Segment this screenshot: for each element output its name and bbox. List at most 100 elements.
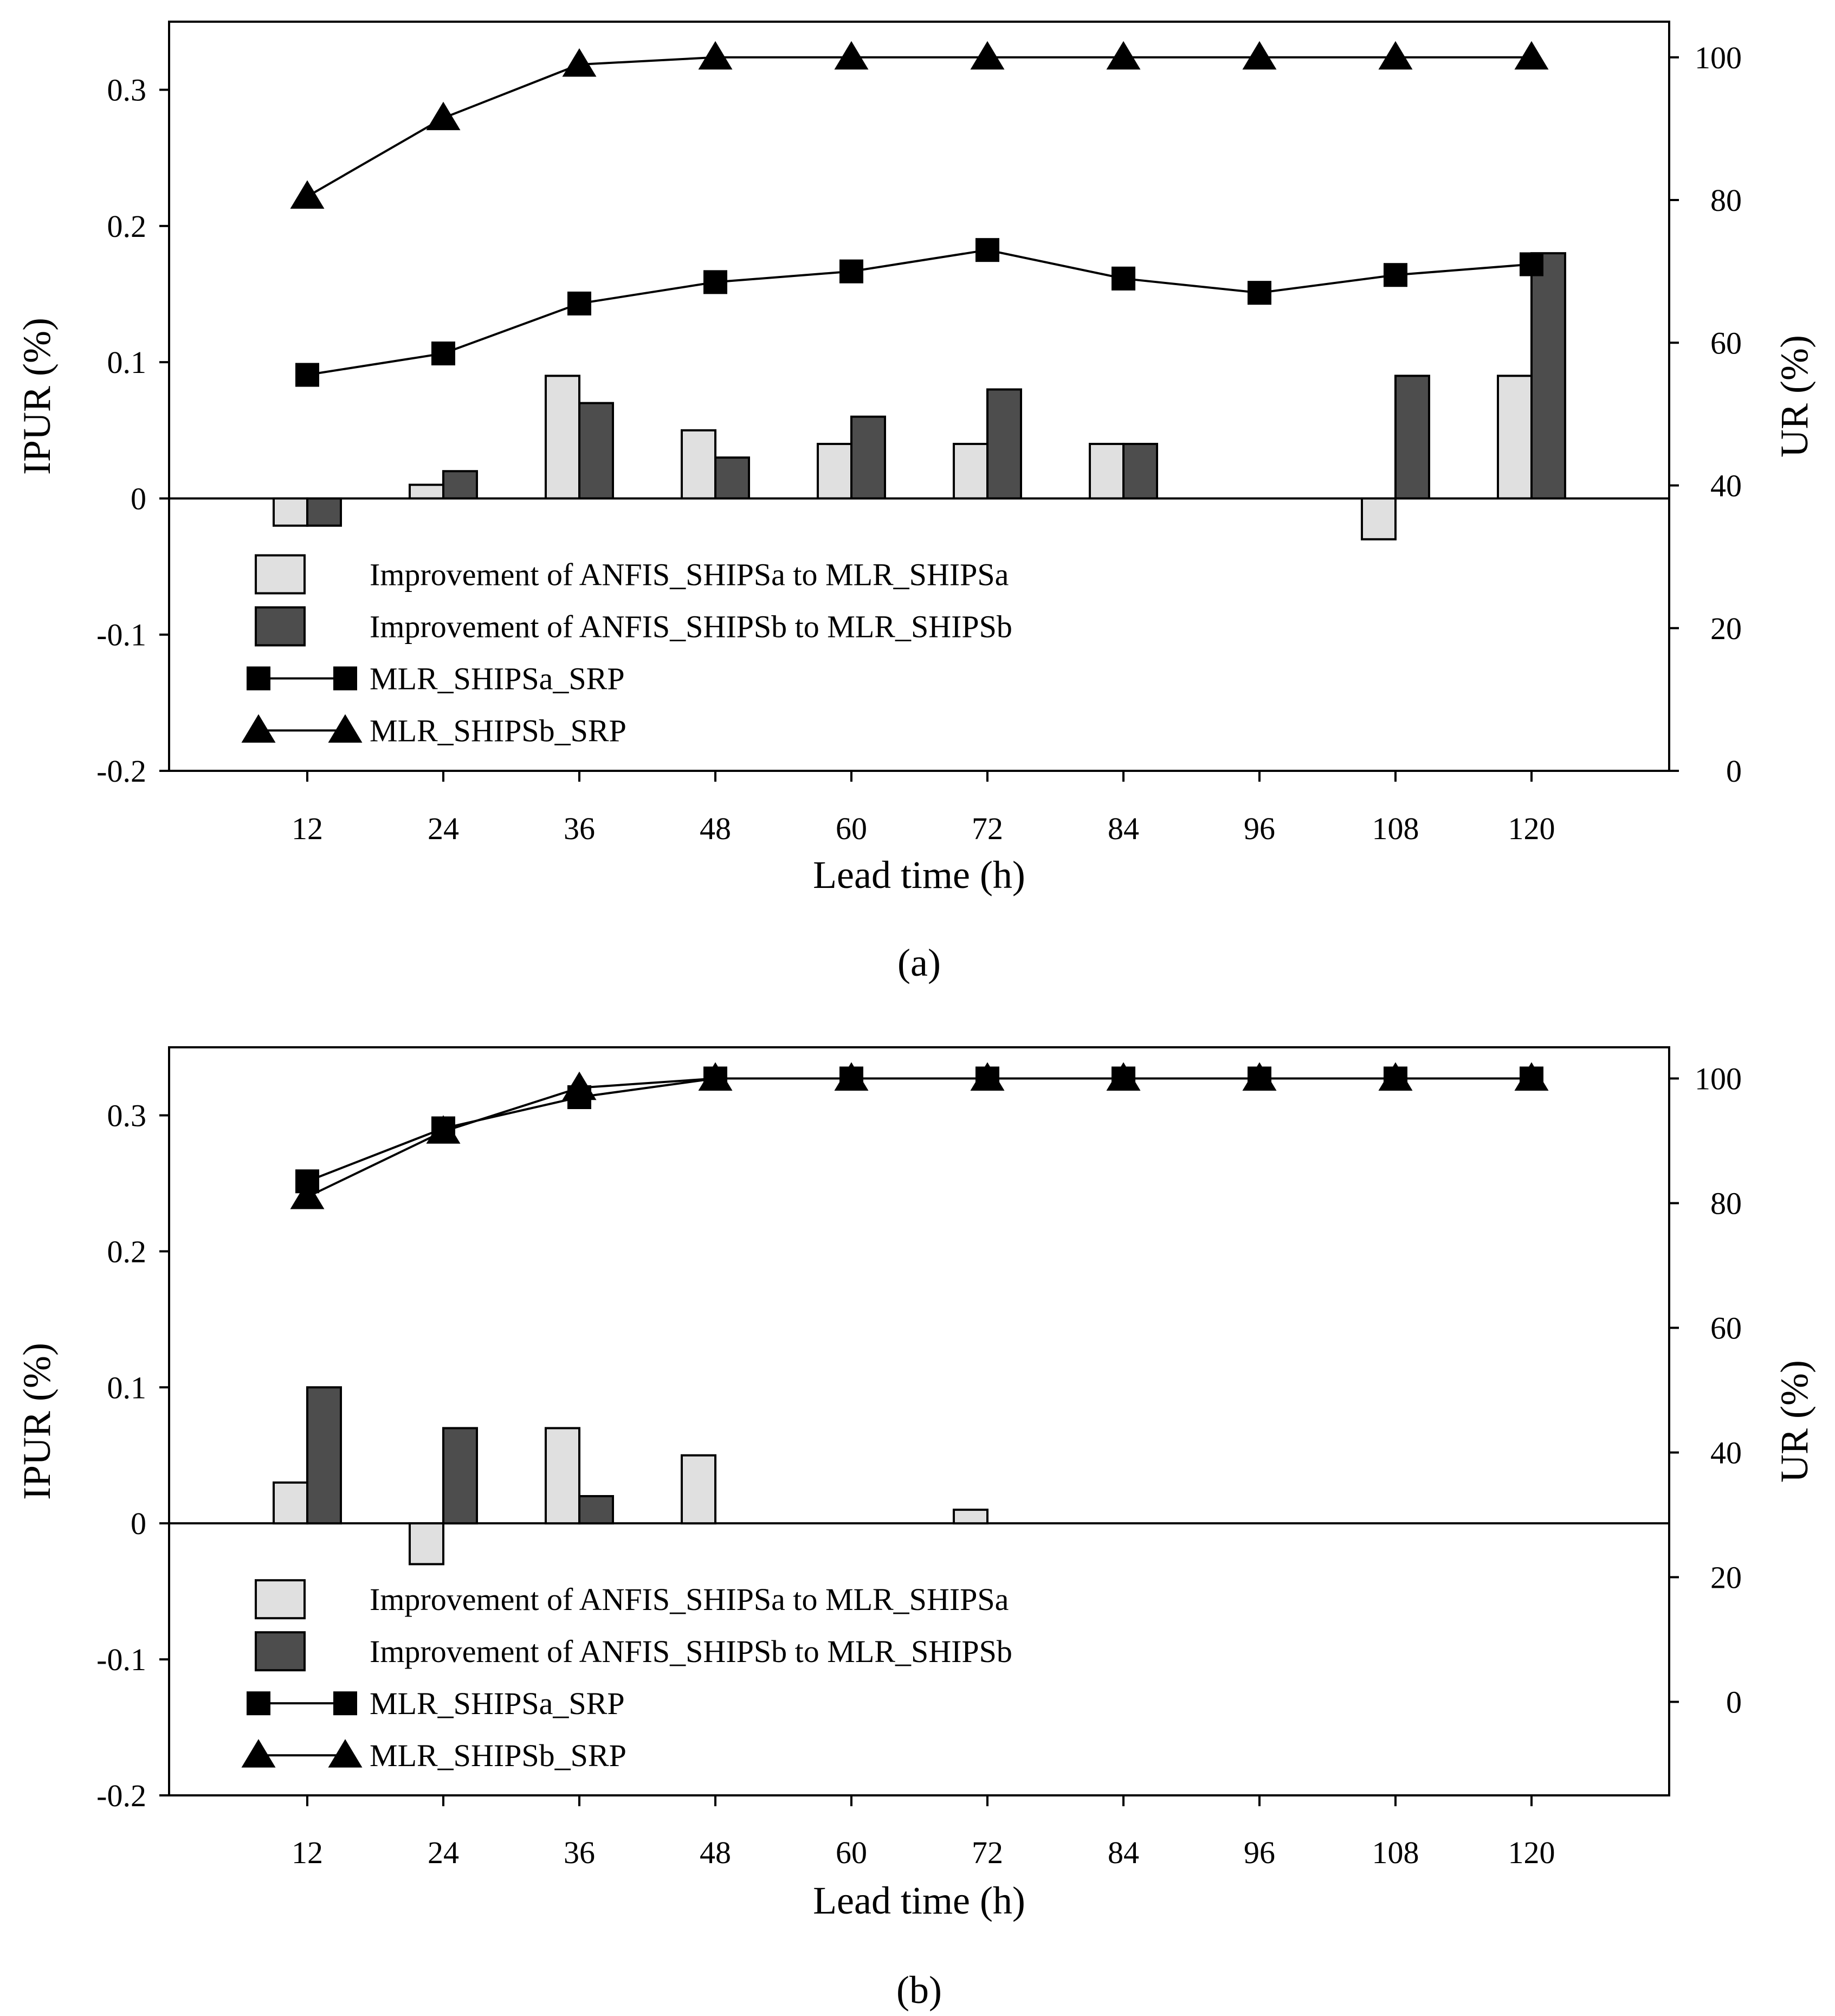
bar-shipsa-improvement: [545, 375, 580, 500]
x-axis-title: Lead time (h): [813, 1879, 1025, 1922]
x-tick-label: 96: [1244, 811, 1275, 846]
legend-swatch-shipsa-bar: [255, 554, 306, 595]
bar-shipsa-improvement: [1497, 375, 1533, 500]
marker-mlr-shipsa-srp: [567, 291, 591, 315]
x-tick-label: 12: [292, 811, 323, 846]
y-right-tick-label: 60: [1710, 1311, 1742, 1346]
marker-mlr-shipsb-srp: [290, 180, 325, 209]
marker-mlr-shipsb-srp: [426, 1115, 461, 1144]
legend: Improvement of ANFIS_SHIPSa to MLR_SHIPS…: [241, 554, 1012, 748]
legend-label-mlr-shipsb-srp: MLR_SHIPSb_SRP: [370, 713, 626, 748]
marker-mlr-shipsb-srp: [290, 1181, 325, 1209]
x-tick-label: 24: [428, 1835, 459, 1870]
x-tick-label: 60: [836, 1835, 867, 1870]
bar-shipsb-improvement: [986, 388, 1022, 500]
legend-marker-mlr-shipsb-srp: [241, 1739, 276, 1768]
marker-mlr-shipsb-srp: [698, 41, 733, 70]
bar-shipsb-improvement: [1530, 252, 1566, 500]
bar-shipsb-improvement: [1122, 442, 1158, 500]
x-tick-label: 36: [564, 811, 595, 846]
x-axis-title: Lead time (h): [813, 853, 1025, 897]
plot-frame: [168, 21, 1670, 772]
bar-shipsb-improvement: [306, 1386, 342, 1525]
y-tick-label: 0.1: [107, 345, 147, 380]
marker-mlr-shipsb-srp: [562, 1071, 597, 1100]
marker-mlr-shipsa-srp: [431, 342, 455, 366]
line-mlr-shipsb-srp: [307, 56, 1532, 198]
legend-marker-mlr-shipsa-srp: [247, 666, 270, 691]
y-tick-label: 0.2: [107, 1234, 147, 1269]
legend-label-mlr-shipsa-srp: MLR_SHIPSa_SRP: [370, 661, 625, 696]
marker-mlr-shipsb-srp: [970, 41, 1005, 70]
legend-swatch-shipsa-bar: [255, 1579, 306, 1620]
panel-caption: (b): [896, 1968, 942, 2012]
chart-panel-1: -0.2 -0.1 0 0.1 0.2 0.3 0 20 40 60 80 100 12 24 36 48 60…: [15, 1046, 1816, 2012]
legend-swatch-shipsb-bar: [255, 1631, 306, 1672]
x-tick-label: 120: [1508, 1835, 1555, 1870]
legend-label-mlr-shipsa-srp: MLR_SHIPSa_SRP: [370, 1686, 625, 1721]
y-right-tick-label: 40: [1710, 1435, 1742, 1471]
y-tick-label: -0.1: [96, 1642, 146, 1677]
marker-mlr-shipsa-srp: [703, 270, 727, 294]
bar-shipsa-improvement: [953, 1509, 988, 1525]
marker-mlr-shipsb-srp: [698, 1062, 733, 1091]
y-axis-title: IPUR (%): [15, 318, 59, 475]
bar-shipsb-improvement: [306, 497, 342, 527]
x-tick-label: 108: [1372, 1835, 1419, 1870]
bar-shipsb-improvement: [850, 415, 886, 500]
bar-shipsa-improvement: [1089, 442, 1125, 500]
x-tick-label: 36: [564, 1835, 595, 1870]
marker-mlr-shipsa-srp: [295, 363, 319, 387]
legend-marker-mlr-shipsb-srp: [241, 714, 276, 743]
x-tick-label: 48: [700, 811, 731, 846]
bar-shipsb-improvement: [578, 1495, 614, 1525]
marker-mlr-shipsb-srp: [970, 1062, 1005, 1091]
bar-shipsa-improvement: [681, 429, 716, 500]
bar-shipsa-improvement: [273, 497, 308, 527]
legend-label-shipsb-bar: Improvement of ANFIS_SHIPSb to MLR_SHIPS…: [370, 1634, 1012, 1669]
x-tick-label: 72: [972, 1835, 1003, 1870]
marker-mlr-shipsb-srp: [1242, 41, 1277, 70]
y-tick-label: 0.3: [107, 73, 147, 108]
panel-caption: (a): [897, 941, 941, 984]
y-tick-label: -0.2: [96, 1778, 146, 1813]
bar-shipsa-improvement: [545, 1427, 580, 1525]
marker-mlr-shipsb-srp: [1378, 1062, 1413, 1091]
y-right-tick-label: 0: [1726, 753, 1742, 789]
marker-mlr-shipsb-srp: [1378, 41, 1413, 70]
bar-shipsb-improvement: [714, 456, 750, 500]
marker-mlr-shipsb-srp: [426, 101, 461, 131]
y-axis-title: IPUR (%): [15, 1343, 59, 1500]
y-right-tick-label: 20: [1710, 611, 1742, 646]
marker-mlr-shipsa-srp: [1248, 281, 1271, 305]
marker-mlr-shipsa-srp: [975, 238, 999, 262]
marker-mlr-shipsa-srp: [839, 259, 863, 284]
x-tick-label: 72: [972, 811, 1003, 846]
legend-label-shipsa-bar: Improvement of ANFIS_SHIPSa to MLR_SHIPS…: [370, 1582, 1009, 1617]
y-tick-label: 0.1: [107, 1370, 147, 1405]
legend-marker-mlr-shipsa-srp: [333, 666, 357, 691]
bar-shipsb-improvement: [1394, 375, 1430, 500]
marker-mlr-shipsa-srp: [1520, 252, 1543, 276]
bar-shipsb-improvement: [442, 470, 478, 500]
y-tick-label: 0.3: [107, 1098, 147, 1133]
bar-shipsb-improvement: [442, 1427, 478, 1525]
y-right-tick-label: 80: [1710, 183, 1742, 218]
y-tick-label: 0: [131, 1506, 146, 1541]
x-tick-label: 108: [1372, 811, 1419, 846]
marker-mlr-shipsb-srp: [1514, 41, 1549, 70]
legend-label-mlr-shipsb-srp: MLR_SHIPSb_SRP: [370, 1738, 626, 1773]
x-tick-label: 96: [1244, 1835, 1275, 1870]
x-tick-label: 24: [428, 811, 459, 846]
marker-mlr-shipsb-srp: [834, 41, 869, 70]
marker-mlr-shipsa-srp: [1384, 263, 1407, 287]
bar-shipsa-improvement: [409, 484, 444, 500]
y-right-tick-label: 0: [1726, 1685, 1742, 1720]
legend-label-shipsb-bar: Improvement of ANFIS_SHIPSb to MLR_SHIPS…: [370, 609, 1012, 644]
y-tick-label: -0.2: [96, 753, 146, 789]
y-right-axis-title: UR (%): [1773, 1360, 1816, 1483]
marker-mlr-shipsa-srp: [1112, 266, 1135, 291]
y-right-tick-label: 40: [1710, 468, 1742, 504]
legend-label-shipsa-bar: Improvement of ANFIS_SHIPSa to MLR_SHIPS…: [370, 557, 1009, 592]
